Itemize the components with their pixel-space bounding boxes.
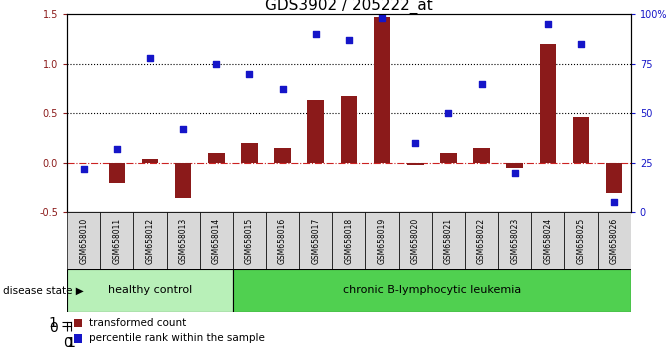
Point bbox=[178, 126, 189, 132]
Point bbox=[111, 146, 122, 152]
Text: chronic B-lymphocytic leukemia: chronic B-lymphocytic leukemia bbox=[343, 285, 521, 295]
Point bbox=[376, 15, 387, 21]
Bar bbox=[142, 159, 158, 163]
Bar bbox=[465, 212, 498, 269]
Bar bbox=[366, 212, 399, 269]
Point bbox=[145, 55, 156, 61]
Point bbox=[211, 61, 221, 67]
Bar bbox=[473, 148, 490, 163]
Bar bbox=[166, 212, 200, 269]
Bar bbox=[374, 17, 391, 163]
Bar bbox=[332, 212, 366, 269]
Text: disease state ▶: disease state ▶ bbox=[3, 285, 84, 295]
Text: GSM658020: GSM658020 bbox=[411, 218, 420, 264]
Bar bbox=[233, 269, 631, 312]
Bar bbox=[241, 143, 258, 163]
Text: healthy control: healthy control bbox=[108, 285, 192, 295]
Text: GSM658026: GSM658026 bbox=[610, 218, 619, 264]
Text: GSM658011: GSM658011 bbox=[112, 218, 121, 264]
Bar bbox=[539, 44, 556, 163]
Bar bbox=[564, 212, 598, 269]
Text: GSM658023: GSM658023 bbox=[510, 218, 519, 264]
Bar bbox=[200, 212, 233, 269]
Text: GSM658018: GSM658018 bbox=[344, 218, 354, 264]
Bar bbox=[208, 153, 225, 163]
Bar bbox=[307, 101, 324, 163]
Text: GSM658016: GSM658016 bbox=[278, 218, 287, 264]
Text: GSM658017: GSM658017 bbox=[311, 218, 320, 264]
Point bbox=[476, 81, 487, 86]
Text: GSM658025: GSM658025 bbox=[576, 218, 586, 264]
Bar bbox=[266, 212, 299, 269]
Bar bbox=[606, 163, 623, 193]
Point bbox=[410, 140, 421, 146]
Point bbox=[609, 200, 619, 205]
Bar bbox=[531, 212, 564, 269]
Text: GSM658015: GSM658015 bbox=[245, 218, 254, 264]
Bar bbox=[341, 96, 357, 163]
Bar bbox=[440, 153, 457, 163]
Bar bbox=[233, 212, 266, 269]
Point bbox=[576, 41, 586, 47]
Bar bbox=[507, 163, 523, 168]
Title: GDS3902 / 205222_at: GDS3902 / 205222_at bbox=[265, 0, 433, 14]
Text: GSM658010: GSM658010 bbox=[79, 218, 88, 264]
Bar bbox=[407, 163, 423, 165]
Point bbox=[244, 71, 255, 76]
Bar bbox=[100, 212, 134, 269]
Bar bbox=[399, 212, 432, 269]
Bar bbox=[432, 212, 465, 269]
Point bbox=[277, 87, 288, 92]
Text: GSM658022: GSM658022 bbox=[477, 218, 486, 264]
Point bbox=[542, 21, 553, 27]
Bar bbox=[498, 212, 531, 269]
Text: GSM658019: GSM658019 bbox=[378, 218, 386, 264]
Bar bbox=[274, 148, 291, 163]
Bar bbox=[573, 117, 589, 163]
Text: percentile rank within the sample: percentile rank within the sample bbox=[89, 333, 264, 343]
Text: GSM658012: GSM658012 bbox=[146, 218, 154, 264]
Bar bbox=[299, 212, 332, 269]
Bar bbox=[134, 212, 166, 269]
Bar bbox=[67, 212, 100, 269]
Text: GSM658021: GSM658021 bbox=[444, 218, 453, 264]
Point bbox=[79, 166, 89, 172]
Bar bbox=[598, 212, 631, 269]
Bar bbox=[67, 269, 233, 312]
Text: GSM658013: GSM658013 bbox=[178, 218, 188, 264]
Text: transformed count: transformed count bbox=[89, 318, 186, 328]
Bar bbox=[175, 163, 191, 198]
Text: GSM658024: GSM658024 bbox=[544, 218, 552, 264]
Text: GSM658014: GSM658014 bbox=[212, 218, 221, 264]
Bar bbox=[109, 163, 125, 183]
Point bbox=[311, 31, 321, 37]
Point bbox=[443, 110, 454, 116]
Point bbox=[344, 37, 354, 43]
Point bbox=[509, 170, 520, 176]
